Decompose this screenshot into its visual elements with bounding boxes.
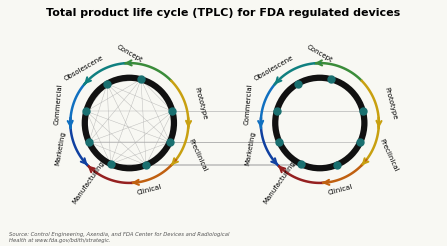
Text: Manufacturing: Manufacturing	[262, 160, 296, 205]
Text: Total product life cycle (TPLC) for FDA regulated devices: Total product life cycle (TPLC) for FDA …	[46, 8, 401, 18]
Text: Commercial: Commercial	[244, 83, 253, 125]
Text: Obsolescene: Obsolescene	[63, 54, 105, 81]
Text: Preclinical: Preclinical	[188, 138, 208, 173]
Text: Prototype: Prototype	[384, 87, 398, 121]
Text: Clinical: Clinical	[327, 184, 353, 196]
Text: Source: Control Engineering, Axendia, and FDA Center for Devices and Radiologica: Source: Control Engineering, Axendia, an…	[9, 232, 229, 243]
Text: Preclinical: Preclinical	[378, 138, 399, 173]
Text: Obsolescene: Obsolescene	[253, 54, 295, 81]
Text: Clinical: Clinical	[136, 184, 162, 196]
Text: Concept: Concept	[306, 44, 334, 63]
Text: Concept: Concept	[115, 44, 143, 63]
Text: Manufacturing: Manufacturing	[72, 160, 105, 205]
Text: Marketing: Marketing	[245, 131, 257, 166]
Text: Commercial: Commercial	[54, 83, 63, 125]
Text: Prototype: Prototype	[193, 87, 207, 121]
Text: Marketing: Marketing	[55, 131, 66, 166]
